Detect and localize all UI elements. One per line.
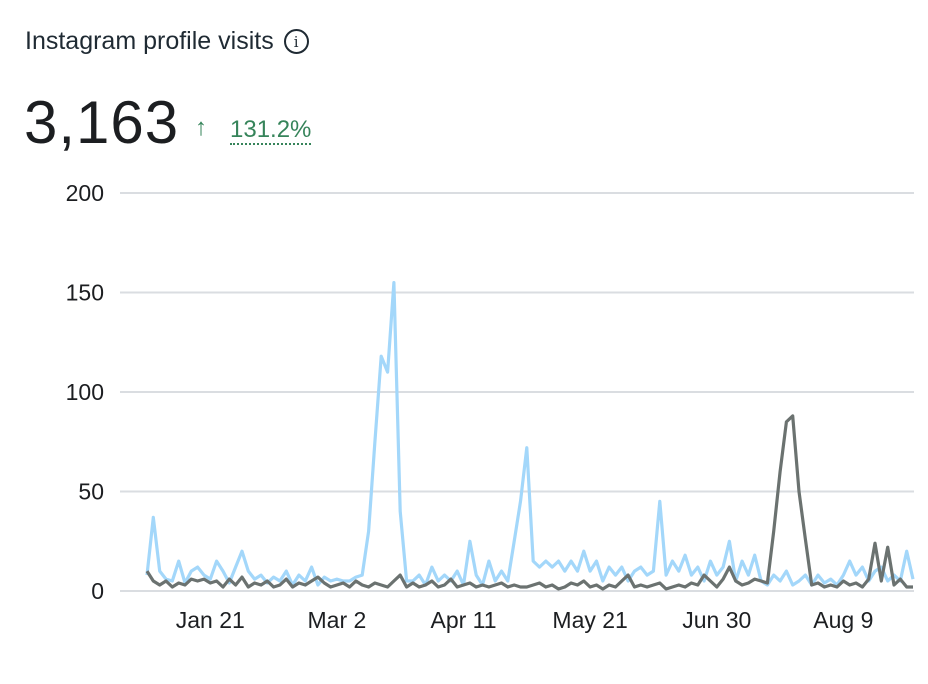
chart-title: Instagram profile visits i	[25, 27, 309, 56]
x-tick-label: Aug 9	[813, 607, 873, 633]
y-tick-label: 200	[66, 180, 104, 206]
up-arrow-icon: ↑	[195, 114, 207, 141]
x-tick-label: Jan 21	[176, 607, 245, 633]
chart-title-text: Instagram profile visits	[25, 27, 274, 55]
x-tick-label: Apr 11	[430, 607, 496, 633]
y-tick-label: 50	[78, 479, 104, 505]
total-value: 3,163	[24, 89, 180, 156]
x-tick-label: Mar 2	[308, 607, 367, 633]
info-icon[interactable]: i	[283, 29, 309, 54]
series-line-previous[interactable]	[145, 414, 913, 591]
y-tick-label: 100	[66, 379, 104, 405]
y-tick-label: 150	[66, 280, 104, 306]
y-tick-label: 0	[91, 578, 104, 604]
change-percent[interactable]: 131.2%	[230, 116, 312, 145]
series-line-current[interactable]	[145, 281, 915, 587]
x-tick-label: Jun 30	[682, 607, 751, 633]
x-tick-label: May 21	[552, 607, 627, 633]
